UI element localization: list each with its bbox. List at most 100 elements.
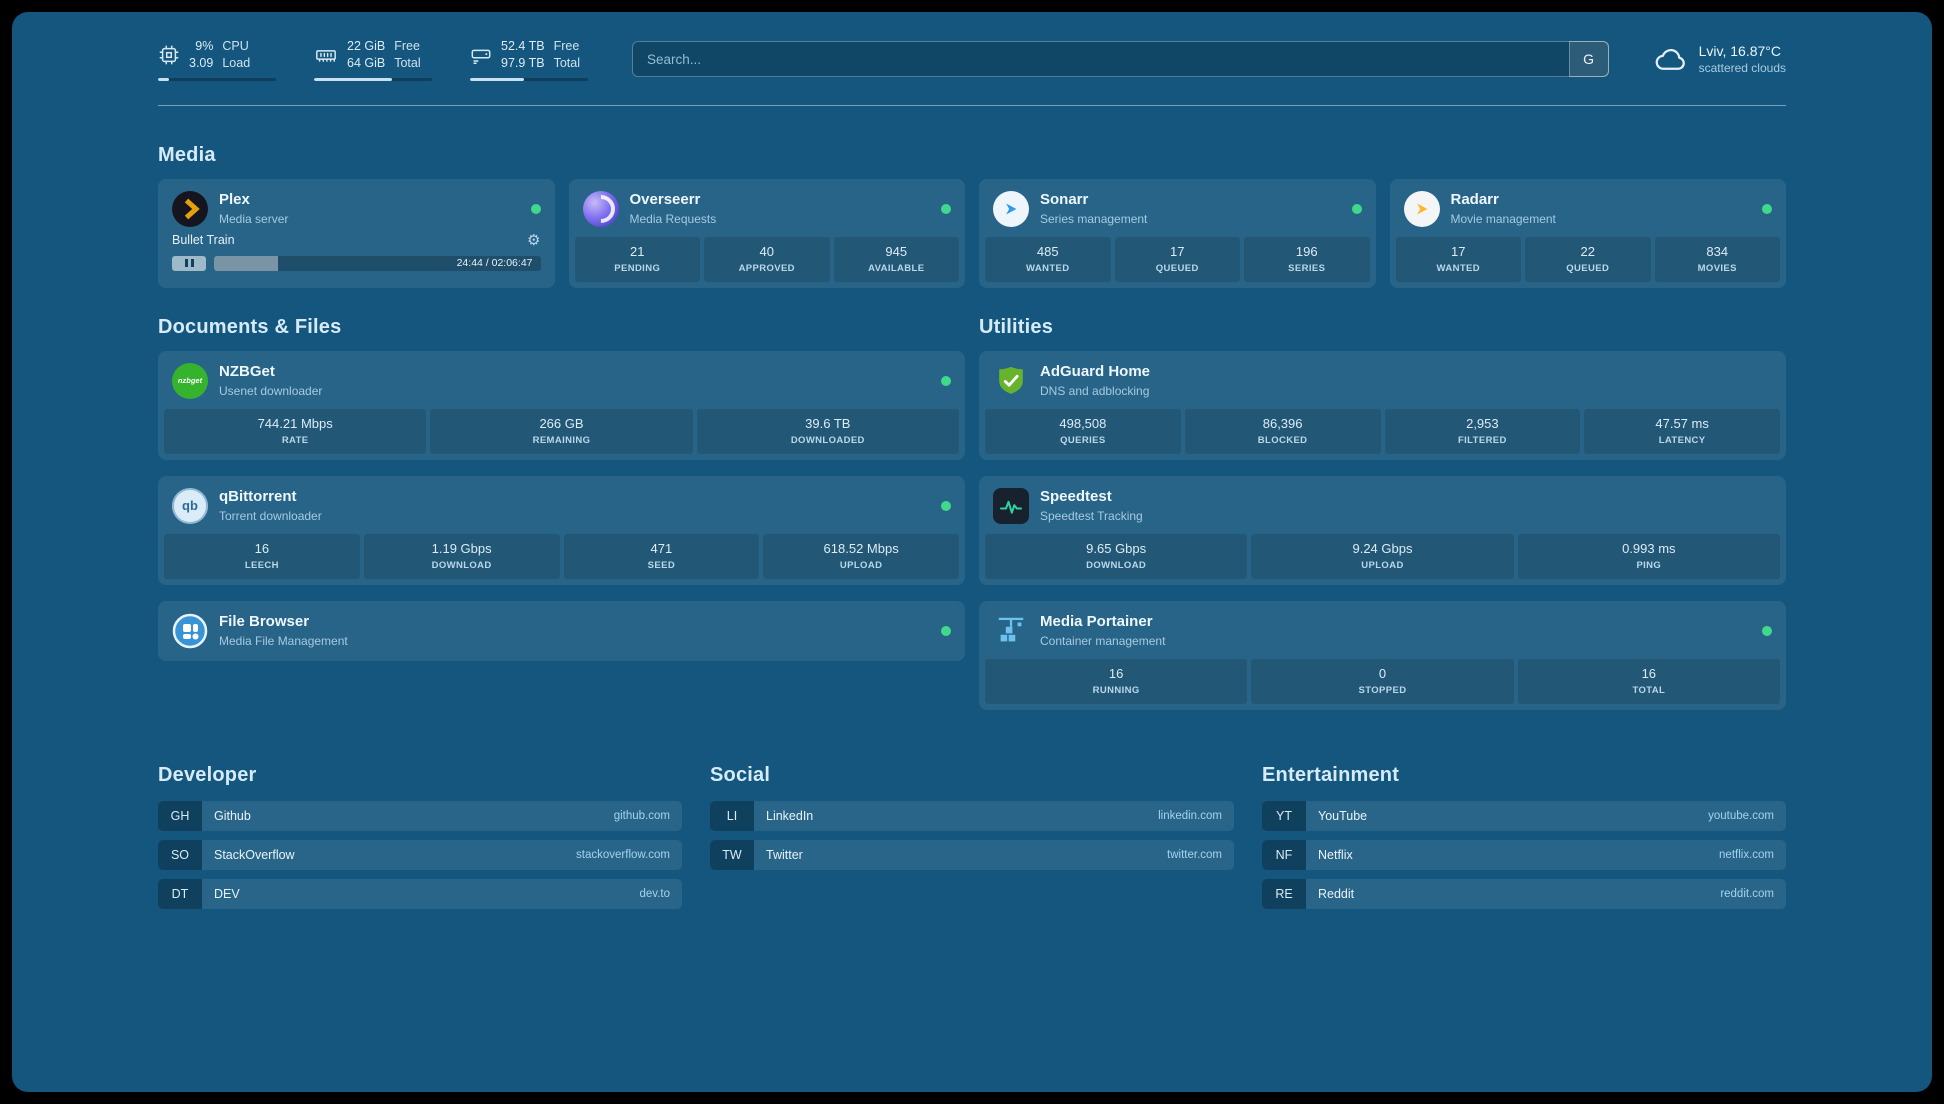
now-playing-title: Bullet Train — [172, 233, 235, 248]
stat-download: 1.19 Gbps DOWNLOAD — [363, 533, 560, 579]
service-description: Container management — [1040, 633, 1166, 648]
bookmark-youtube[interactable]: YT YouTube youtube.com — [1262, 800, 1786, 831]
stat-downloaded: 39.6 TB DOWNLOADED — [696, 408, 959, 454]
playback-progress-bar[interactable]: 24:44 / 02:06:47 — [214, 255, 541, 271]
stat-wanted: 485 WANTED — [985, 236, 1111, 282]
stat-value: 945 — [885, 243, 908, 259]
stat-value: 16 — [254, 540, 270, 556]
bookmark-linkedin[interactable]: LI LinkedIn linkedin.com — [710, 800, 1234, 831]
weather-widget[interactable]: Lviv, 16.87°C scattered clouds — [1653, 43, 1786, 75]
weather-condition: scattered clouds — [1698, 61, 1786, 76]
bookmark-name: DEV — [214, 886, 240, 901]
search-provider-button[interactable]: G — [1568, 41, 1609, 78]
cpu-progress-bar — [158, 77, 276, 81]
service-card-plex[interactable]: Plex Media server Bullet Train ⚙ — [158, 178, 555, 288]
stat-value: 834 — [1706, 243, 1729, 259]
section-utilities: Utilities AdGuard Home — [979, 316, 1786, 710]
service-card-speedtest[interactable]: Speedtest Speedtest Tracking 9.65 Gbps D… — [979, 475, 1786, 585]
speedtest-icon — [993, 487, 1029, 524]
settings-gear-icon[interactable]: ⚙ — [527, 231, 541, 249]
nzbget-icon: nzbget — [172, 362, 208, 399]
bookmark-reddit[interactable]: RE Reddit reddit.com — [1262, 878, 1786, 909]
service-card-radarr[interactable]: Radarr Movie management 17 WANTED 22 QUE… — [1389, 178, 1786, 288]
stat-value: 744.21 Mbps — [257, 415, 333, 431]
radarr-icon — [1403, 190, 1440, 227]
cpu-icon — [158, 44, 180, 66]
service-card-qbittorrent[interactable]: qb qBittorrent Torrent downloader 16 — [158, 475, 965, 585]
bookmark-netflix[interactable]: NF Netflix netflix.com — [1262, 839, 1786, 870]
dashboard: 9% 3.09 CPU Load — [12, 12, 1932, 1092]
bookmark-url: netflix.com — [1719, 848, 1774, 861]
stat-label: MOVIES — [1697, 262, 1737, 274]
service-name: Speedtest — [1040, 487, 1112, 505]
bookmark-name: StackOverflow — [214, 847, 295, 862]
section-documents: Documents & Files nzbget NZBGet Usenet d… — [158, 316, 965, 710]
stat-ping: 0.993 ms PING — [1517, 533, 1780, 579]
stat-label: QUEUED — [1566, 262, 1610, 274]
service-description: Movie management — [1450, 211, 1556, 226]
stat-label: FILTERED — [1457, 434, 1507, 446]
memory-widget: 22 GiB 64 GiB Free Total — [314, 38, 432, 81]
service-card-filebrowser[interactable]: File Browser Media File Management — [158, 600, 965, 661]
service-card-nzbget[interactable]: nzbget NZBGet Usenet downloader 744.21 M… — [158, 350, 965, 460]
stat-label: SERIES — [1288, 262, 1326, 274]
stat-value: 47.57 ms — [1655, 415, 1709, 431]
bookmark-stackoverflow[interactable]: SO StackOverflow stackoverflow.com — [158, 839, 682, 870]
search-input[interactable] — [632, 41, 1609, 78]
stat-value: 266 GB — [539, 415, 584, 431]
section-title-documents: Documents & Files — [158, 315, 342, 338]
bookmark-abbr: SO — [158, 839, 202, 870]
stat-value: 498,508 — [1059, 415, 1107, 431]
memory-free-value: 22 GiB — [347, 39, 386, 53]
stat-label: WANTED — [1436, 262, 1480, 274]
cloud-icon — [1653, 45, 1689, 73]
service-name: Media Portainer — [1040, 612, 1153, 630]
service-description: Media File Management — [219, 633, 348, 648]
stat-label: UPLOAD — [1361, 559, 1404, 571]
disk-total-value: 97.9 TB — [501, 55, 545, 70]
memory-progress-bar — [314, 77, 432, 81]
stat-label: PING — [1636, 559, 1662, 571]
stat-queued: 22 QUEUED — [1525, 236, 1651, 282]
plex-icon — [172, 190, 208, 227]
service-card-adguard[interactable]: AdGuard Home DNS and adblocking 498,508 … — [979, 350, 1786, 460]
service-card-overseerr[interactable]: Overseerr Media Requests 21 PENDING 40 A… — [568, 178, 965, 288]
bookmark-twitter[interactable]: TW Twitter twitter.com — [710, 839, 1234, 870]
bookmark-abbr: RE — [1262, 878, 1306, 909]
status-dot — [530, 203, 541, 214]
status-dot — [941, 203, 951, 214]
bookmark-name: Netflix — [1318, 847, 1353, 862]
stat-value: 22 — [1580, 243, 1595, 259]
portainer-icon — [993, 613, 1029, 649]
status-dot — [941, 375, 951, 386]
memory-icon — [314, 44, 338, 66]
pause-button[interactable] — [172, 255, 206, 271]
stat-stopped: 0 STOPPED — [1251, 658, 1514, 704]
stat-label: DOWNLOAD — [1086, 559, 1147, 571]
stat-label: STOPPED — [1358, 684, 1407, 696]
memory-total-label: Total — [394, 55, 421, 70]
service-description: Media server — [219, 211, 289, 226]
bookmark-url: github.com — [613, 809, 670, 822]
bookmark-github[interactable]: GH Github github.com — [158, 800, 682, 831]
bookmark-abbr: LI — [710, 800, 754, 831]
service-description: Speedtest Tracking — [1040, 508, 1143, 523]
stat-label: WANTED — [1026, 262, 1070, 274]
stat-label: LATENCY — [1658, 434, 1706, 446]
service-card-portainer[interactable]: Media Portainer Container management 16 … — [979, 600, 1786, 710]
service-description: Usenet downloader — [219, 383, 323, 398]
service-name: qBittorrent — [219, 487, 297, 505]
stat-upload: 618.52 Mbps UPLOAD — [763, 533, 959, 579]
service-description: DNS and adblocking — [1040, 383, 1150, 398]
bookmark-url: dev.to — [639, 887, 670, 900]
stat-label: RUNNING — [1092, 684, 1140, 696]
stat-label: UPLOAD — [839, 559, 883, 571]
stat-value: 17 — [1170, 243, 1185, 259]
stat-blocked: 86,396 BLOCKED — [1184, 408, 1381, 454]
stat-approved: 40 APPROVED — [704, 236, 830, 282]
service-card-sonarr[interactable]: Sonarr Series management 485 WANTED 17 Q… — [979, 178, 1376, 288]
qbittorrent-icon: qb — [172, 487, 208, 524]
bookmark-url: youtube.com — [1708, 809, 1774, 822]
bookmark-dev[interactable]: DT DEV dev.to — [158, 878, 682, 909]
disk-widget: 52.4 TB 97.9 TB Free Total — [470, 38, 588, 81]
